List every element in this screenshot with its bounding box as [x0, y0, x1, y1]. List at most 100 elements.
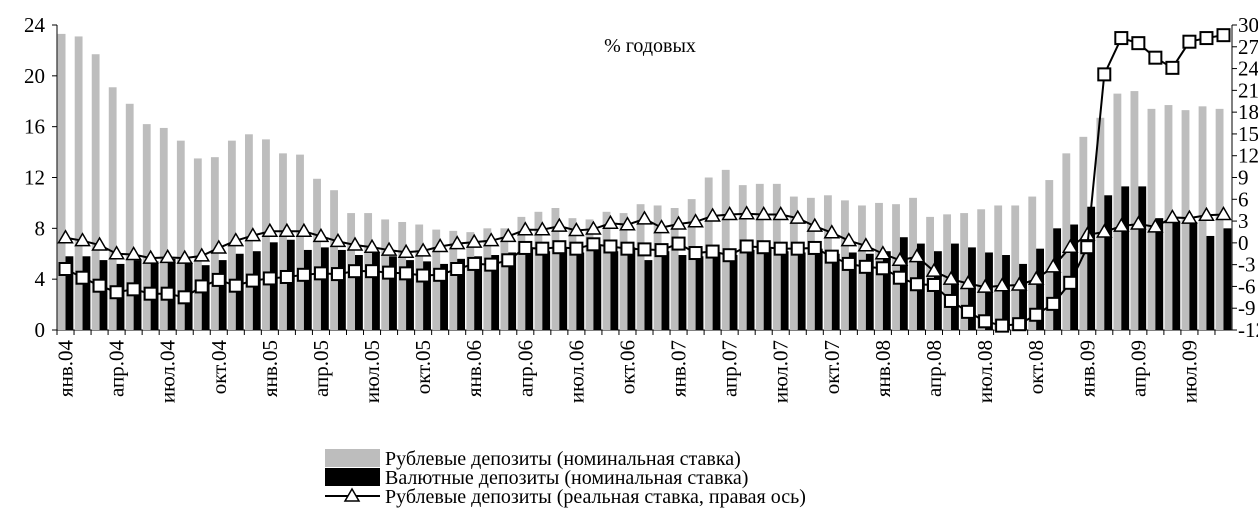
bar: [303, 249, 312, 330]
bar: [960, 213, 969, 330]
bar: [746, 249, 755, 330]
triangle-marker: [840, 232, 858, 247]
triangle-marker: [482, 232, 500, 247]
bar: [661, 251, 670, 330]
square-marker: [909, 277, 924, 292]
square-marker: [807, 240, 822, 255]
y-tick-label: 20: [24, 64, 45, 88]
bar: [627, 247, 636, 330]
triangle-marker: [295, 222, 313, 237]
triangle-marker: [959, 275, 977, 290]
x-tick-label: янв.09: [1075, 340, 1099, 397]
triangle-marker: [1181, 209, 1198, 224]
bar: [74, 36, 83, 330]
y2-tick-label: -6: [1238, 274, 1256, 298]
bar: [57, 33, 66, 330]
triangle-marker: [261, 222, 279, 237]
triangle-marker: [568, 222, 585, 237]
x-tick-label: янв.04: [54, 340, 78, 398]
bar: [517, 216, 526, 330]
triangle-marker: [976, 278, 994, 293]
bar: [534, 211, 543, 330]
triangle-marker: [551, 217, 568, 232]
bar: [712, 252, 721, 330]
square-marker: [995, 318, 1010, 333]
x-tick-label: июл.08: [973, 340, 997, 403]
bar: [227, 140, 236, 330]
square-marker: [1080, 240, 1095, 255]
square-marker: [1165, 60, 1180, 75]
legend-label: Рублевые депозиты (номинальная ставка): [385, 448, 741, 470]
bar: [474, 256, 483, 330]
square-marker: [92, 278, 107, 293]
bar: [279, 153, 287, 330]
square-marker: [535, 241, 550, 256]
square-marker: [399, 266, 414, 281]
triangle-marker: [789, 209, 807, 224]
y2-tick-label: 12: [1238, 144, 1258, 168]
x-tick-label: июл.04: [156, 340, 180, 404]
bar: [977, 209, 986, 330]
square-marker: [194, 279, 209, 294]
bar: [286, 239, 295, 330]
square-marker: [1063, 275, 1078, 290]
y2-tick-label: -12: [1238, 318, 1258, 342]
triangle-marker: [670, 215, 687, 230]
square-marker: [177, 290, 192, 305]
triangle-marker: [210, 239, 228, 254]
bar: [943, 214, 952, 330]
x-tick-label: янв.05: [258, 340, 282, 397]
square-marker: [875, 261, 890, 276]
triangle-marker: [125, 245, 142, 261]
square-marker: [688, 246, 703, 261]
triangle-marker: [636, 210, 653, 225]
y2-tick-label: -3: [1238, 253, 1256, 277]
bar: [449, 230, 458, 330]
x-tick-label: апр.07: [718, 340, 742, 397]
square-marker: [109, 285, 124, 300]
bar: [909, 197, 917, 330]
bar: [1121, 186, 1130, 330]
y-tick-label: 16: [24, 115, 45, 139]
square-marker: [1097, 67, 1112, 82]
x-tick-label: окт.08: [1024, 340, 1048, 394]
square-marker: [1148, 50, 1163, 65]
bar: [372, 252, 380, 330]
square-marker: [1199, 31, 1214, 46]
triangle-marker: [534, 221, 551, 236]
bar: [806, 197, 815, 330]
square-marker: [501, 253, 516, 268]
square-marker: [296, 267, 311, 282]
bar: [201, 265, 210, 330]
triangle-marker: [244, 227, 262, 242]
square-marker: [382, 265, 397, 280]
bar: [500, 228, 509, 330]
triangle-marker: [57, 229, 74, 244]
square-marker: [1114, 31, 1129, 46]
bar: [91, 54, 100, 331]
y2-tick-label: 0: [1238, 231, 1249, 255]
triangle-marker: [499, 227, 517, 243]
bar: [1028, 196, 1037, 330]
square-marker: [518, 240, 533, 255]
bar: [1045, 180, 1054, 330]
square-marker: [569, 241, 584, 256]
bar: [491, 255, 500, 330]
square-marker: [552, 240, 567, 255]
triangle-marker: [1147, 218, 1164, 233]
bar: [1223, 228, 1232, 330]
x-tick-label: июл.07: [769, 340, 793, 403]
y2-tick-label: -9: [1238, 296, 1256, 320]
bar: [1053, 228, 1062, 330]
square-marker: [1182, 34, 1197, 49]
y2-tick-label: 3: [1238, 209, 1249, 233]
x-tick-label: окт.04: [207, 340, 231, 395]
bar: [670, 208, 679, 330]
y-tick-label: 4: [35, 267, 46, 291]
triangle-marker: [74, 232, 91, 247]
bar: [780, 251, 789, 330]
triangle-marker: [1130, 215, 1147, 230]
bar: [738, 185, 747, 330]
triangle-marker: [1215, 206, 1232, 221]
